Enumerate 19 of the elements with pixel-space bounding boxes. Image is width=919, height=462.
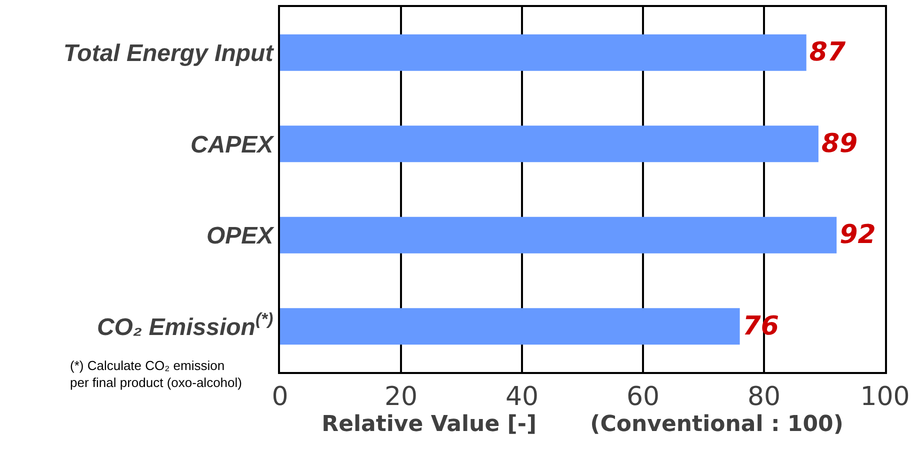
- data-label: 87: [809, 38, 846, 68]
- x-tick-label: 20: [384, 382, 418, 412]
- x-tick-label: 100: [860, 382, 910, 412]
- y-tick-label: OPEX: [206, 222, 276, 250]
- x-tick-label: 0: [272, 382, 288, 412]
- x-tick-label: 80: [747, 382, 781, 412]
- y-tick-label: Total Energy Input: [63, 40, 274, 68]
- bar: [280, 34, 806, 71]
- x-tick-label: 40: [505, 382, 539, 412]
- data-label: 92: [840, 220, 876, 250]
- bar: [280, 126, 818, 162]
- text: (*) Calculate CO₂ emission per final product (oxo-alcohol): [70, 358, 242, 390]
- x-tick-label: 60: [626, 382, 660, 412]
- bar: [280, 308, 740, 345]
- y-tick-label: CO₂ Emission$^{(*)}$: [96, 310, 274, 341]
- bar: [280, 216, 837, 254]
- y-tick-label: CAPEX: [190, 131, 276, 158]
- data-label: 89: [821, 128, 858, 159]
- x-axis-title: Relative Value [-] (Conventional : 100): [322, 412, 844, 438]
